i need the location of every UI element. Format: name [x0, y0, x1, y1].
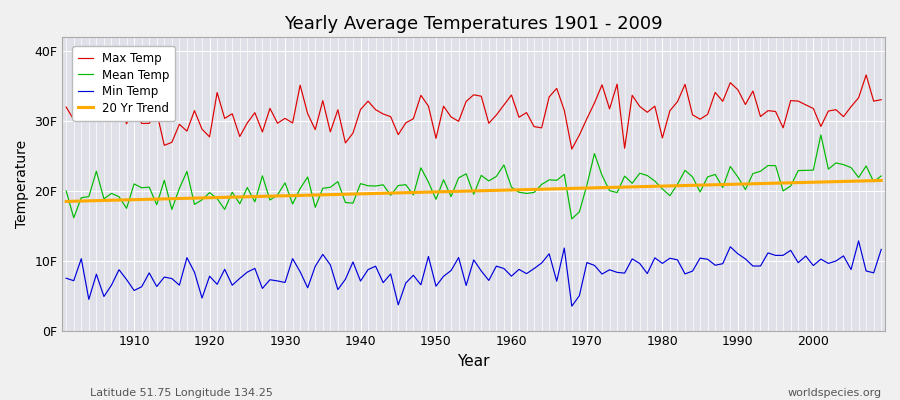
- 20 Yr Trend: [597, 185, 608, 190]
- Max Temp: [332, 107, 343, 112]
- Min Temp: [499, 266, 509, 271]
- Max Temp: [499, 103, 509, 108]
- Min Temp: [61, 276, 72, 281]
- Min Temp: [566, 304, 577, 308]
- Mean Temp: [815, 132, 826, 137]
- 20 Yr Trend: [499, 188, 509, 192]
- X-axis label: Year: Year: [457, 354, 490, 369]
- Min Temp: [876, 247, 886, 252]
- Text: Latitude 51.75 Longitude 134.25: Latitude 51.75 Longitude 134.25: [90, 388, 273, 398]
- Max Temp: [604, 106, 615, 111]
- Max Temp: [566, 147, 577, 152]
- Legend: Max Temp, Mean Temp, Min Temp, 20 Yr Trend: Max Temp, Mean Temp, Min Temp, 20 Yr Tre…: [72, 46, 176, 120]
- Min Temp: [506, 274, 517, 278]
- Max Temp: [61, 105, 72, 110]
- Title: Yearly Average Temperatures 1901 - 2009: Yearly Average Temperatures 1901 - 2009: [284, 15, 663, 33]
- 20 Yr Trend: [332, 192, 343, 197]
- Mean Temp: [332, 179, 343, 184]
- Y-axis label: Temperature: Temperature: [15, 140, 29, 228]
- 20 Yr Trend: [122, 198, 132, 202]
- 20 Yr Trend: [61, 199, 72, 204]
- Min Temp: [604, 267, 615, 272]
- 20 Yr Trend: [876, 178, 886, 183]
- Mean Temp: [876, 174, 886, 178]
- Mean Temp: [506, 185, 517, 190]
- Line: Max Temp: Max Temp: [67, 75, 881, 149]
- Min Temp: [853, 238, 864, 243]
- Min Temp: [287, 256, 298, 261]
- Mean Temp: [61, 188, 72, 193]
- Mean Temp: [499, 162, 509, 167]
- 20 Yr Trend: [506, 188, 517, 192]
- Mean Temp: [566, 216, 577, 221]
- Max Temp: [122, 122, 132, 126]
- Line: Min Temp: Min Temp: [67, 241, 881, 306]
- Mean Temp: [604, 188, 615, 193]
- 20 Yr Trend: [287, 193, 298, 198]
- Min Temp: [122, 277, 132, 282]
- Max Temp: [506, 93, 517, 98]
- Mean Temp: [122, 206, 132, 211]
- Line: Mean Temp: Mean Temp: [67, 135, 881, 219]
- Max Temp: [860, 72, 871, 77]
- Line: 20 Yr Trend: 20 Yr Trend: [67, 180, 881, 202]
- Max Temp: [876, 97, 886, 102]
- Text: worldspecies.org: worldspecies.org: [788, 388, 882, 398]
- Min Temp: [332, 287, 343, 292]
- Mean Temp: [287, 202, 298, 206]
- Max Temp: [287, 120, 298, 125]
